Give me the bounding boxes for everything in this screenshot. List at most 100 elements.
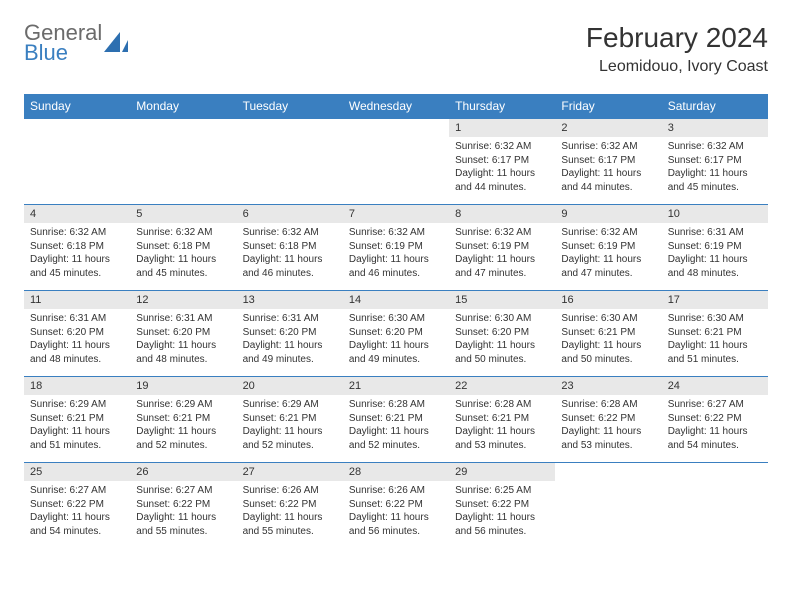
sunset-text: Sunset: 6:20 PM [455,326,549,340]
info-cell [237,137,343,205]
info-cell: Sunrise: 6:28 AMSunset: 6:22 PMDaylight:… [555,395,661,463]
date-cell: 8 [449,205,555,224]
info-cell: Sunrise: 6:32 AMSunset: 6:19 PMDaylight:… [555,223,661,291]
daylight-text: Daylight: 11 hours [30,253,124,267]
daylight-text: Daylight: 11 hours [30,425,124,439]
weekday-header: Friday [555,94,661,119]
daylight-text: and 45 minutes. [668,181,762,195]
sunset-text: Sunset: 6:22 PM [136,498,230,512]
sunset-text: Sunset: 6:21 PM [668,326,762,340]
daylight-text: Daylight: 11 hours [349,253,443,267]
sunrise-text: Sunrise: 6:32 AM [349,226,443,240]
date-cell: 16 [555,291,661,310]
info-cell: Sunrise: 6:29 AMSunset: 6:21 PMDaylight:… [130,395,236,463]
sunset-text: Sunset: 6:17 PM [455,154,549,168]
info-cell: Sunrise: 6:32 AMSunset: 6:19 PMDaylight:… [449,223,555,291]
daylight-text: Daylight: 11 hours [561,425,655,439]
daylight-text: Daylight: 11 hours [243,511,337,525]
sunrise-text: Sunrise: 6:32 AM [561,226,655,240]
sunrise-text: Sunrise: 6:25 AM [455,484,549,498]
date-cell [130,119,236,138]
sunset-text: Sunset: 6:21 PM [30,412,124,426]
daylight-text: Daylight: 11 hours [349,425,443,439]
daylight-text: Daylight: 11 hours [668,167,762,181]
sunrise-text: Sunrise: 6:31 AM [243,312,337,326]
daylight-text: Daylight: 11 hours [30,511,124,525]
info-cell: Sunrise: 6:29 AMSunset: 6:21 PMDaylight:… [237,395,343,463]
info-cell [662,481,768,548]
date-cell: 7 [343,205,449,224]
daylight-text: and 49 minutes. [243,353,337,367]
daylight-text: Daylight: 11 hours [455,253,549,267]
info-cell [343,137,449,205]
daylight-text: and 51 minutes. [30,439,124,453]
date-row: 11121314151617 [24,291,768,310]
date-cell: 3 [662,119,768,138]
sunset-text: Sunset: 6:20 PM [30,326,124,340]
info-cell: Sunrise: 6:32 AMSunset: 6:18 PMDaylight:… [237,223,343,291]
daylight-text: Daylight: 11 hours [561,167,655,181]
date-cell: 11 [24,291,130,310]
sunrise-text: Sunrise: 6:26 AM [243,484,337,498]
info-cell: Sunrise: 6:31 AMSunset: 6:19 PMDaylight:… [662,223,768,291]
daylight-text: and 46 minutes. [243,267,337,281]
sunset-text: Sunset: 6:18 PM [30,240,124,254]
daylight-text: Daylight: 11 hours [136,253,230,267]
daylight-text: and 45 minutes. [136,267,230,281]
sunset-text: Sunset: 6:22 PM [349,498,443,512]
info-cell: Sunrise: 6:32 AMSunset: 6:18 PMDaylight:… [24,223,130,291]
calendar-page: General Blue February 2024 Leomidouo, Iv… [0,0,792,570]
sunset-text: Sunset: 6:18 PM [243,240,337,254]
daylight-text: Daylight: 11 hours [668,425,762,439]
date-cell: 29 [449,463,555,482]
sunrise-text: Sunrise: 6:31 AM [30,312,124,326]
daylight-text: Daylight: 11 hours [136,511,230,525]
sail-icon [102,30,130,56]
sunset-text: Sunset: 6:20 PM [243,326,337,340]
daylight-text: and 50 minutes. [455,353,549,367]
date-row: 45678910 [24,205,768,224]
daylight-text: Daylight: 11 hours [30,339,124,353]
daylight-text: Daylight: 11 hours [668,253,762,267]
title-block: February 2024 Leomidouo, Ivory Coast [586,22,768,76]
date-cell: 15 [449,291,555,310]
date-cell: 24 [662,377,768,396]
date-cell: 20 [237,377,343,396]
info-cell: Sunrise: 6:32 AMSunset: 6:18 PMDaylight:… [130,223,236,291]
sunrise-text: Sunrise: 6:30 AM [349,312,443,326]
daylight-text: Daylight: 11 hours [243,425,337,439]
weekday-header-row: Sunday Monday Tuesday Wednesday Thursday… [24,94,768,119]
daylight-text: and 51 minutes. [668,353,762,367]
logo-word-blue: Blue [24,42,102,64]
sunset-text: Sunset: 6:20 PM [136,326,230,340]
daylight-text: and 52 minutes. [349,439,443,453]
daylight-text: and 52 minutes. [243,439,337,453]
sunset-text: Sunset: 6:19 PM [455,240,549,254]
page-header: General Blue February 2024 Leomidouo, Iv… [24,22,768,76]
location-label: Leomidouo, Ivory Coast [586,58,768,76]
info-cell: Sunrise: 6:27 AMSunset: 6:22 PMDaylight:… [662,395,768,463]
date-cell: 12 [130,291,236,310]
daylight-text: Daylight: 11 hours [561,339,655,353]
date-cell: 18 [24,377,130,396]
date-cell [24,119,130,138]
sunrise-text: Sunrise: 6:30 AM [455,312,549,326]
sunset-text: Sunset: 6:22 PM [30,498,124,512]
date-cell: 28 [343,463,449,482]
info-cell: Sunrise: 6:29 AMSunset: 6:21 PMDaylight:… [24,395,130,463]
sunrise-text: Sunrise: 6:28 AM [349,398,443,412]
date-cell [237,119,343,138]
date-cell: 25 [24,463,130,482]
date-cell: 19 [130,377,236,396]
sunrise-text: Sunrise: 6:29 AM [30,398,124,412]
info-cell: Sunrise: 6:30 AMSunset: 6:21 PMDaylight:… [555,309,661,377]
daylight-text: and 54 minutes. [668,439,762,453]
info-cell: Sunrise: 6:30 AMSunset: 6:20 PMDaylight:… [449,309,555,377]
sunset-text: Sunset: 6:19 PM [349,240,443,254]
daylight-text: and 48 minutes. [668,267,762,281]
daylight-text: and 44 minutes. [561,181,655,195]
sunset-text: Sunset: 6:21 PM [136,412,230,426]
info-cell: Sunrise: 6:31 AMSunset: 6:20 PMDaylight:… [130,309,236,377]
date-cell: 21 [343,377,449,396]
sunset-text: Sunset: 6:21 PM [349,412,443,426]
